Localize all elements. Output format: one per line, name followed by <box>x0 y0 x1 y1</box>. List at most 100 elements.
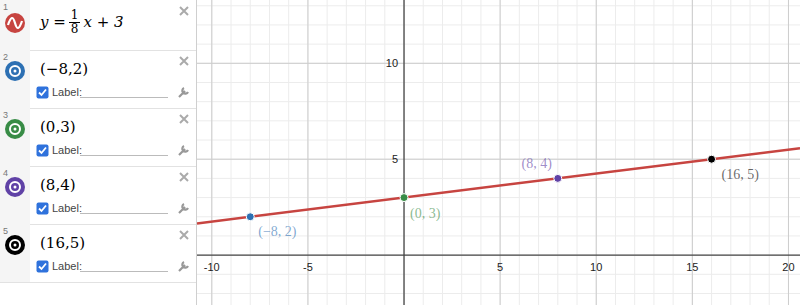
point <box>554 174 562 182</box>
labels: (−8, 2) (0, 3) (8, 4) (16, 5) <box>258 156 759 239</box>
data-layer <box>197 148 800 223</box>
expression-text: (−8,2) <box>40 60 88 78</box>
settings-icon[interactable] <box>177 143 191 157</box>
line <box>197 148 800 223</box>
minor-grid-line <box>346 0 347 305</box>
minor-grid-line <box>577 0 578 305</box>
x-tick-label: 5 <box>497 261 503 273</box>
delete-icon[interactable] <box>178 229 190 241</box>
x-axis <box>197 254 800 255</box>
equation-rhs: x + 3 <box>83 13 123 31</box>
minor-grid-line <box>211 0 212 305</box>
label-input[interactable] <box>80 201 168 214</box>
label-checkbox[interactable] <box>36 202 49 215</box>
label-input[interactable] <box>80 143 168 156</box>
minor-grid-line <box>250 0 251 305</box>
major-grid-line <box>211 0 212 305</box>
minor-grid-line <box>500 0 501 305</box>
x-tick-label: 15 <box>686 261 698 273</box>
minor-grid-line <box>788 0 789 305</box>
expression-row: 2 (−8,2) Label: <box>0 50 196 109</box>
label-checkbox[interactable] <box>36 144 49 157</box>
minor-grid-line <box>653 0 654 305</box>
minor-grid-line <box>692 0 693 305</box>
point-label: (−8, 2) <box>258 224 297 240</box>
minor-grid-line <box>197 178 800 179</box>
minor-grid-line <box>404 0 405 305</box>
point-icon <box>4 118 26 140</box>
minor-grid-line <box>480 0 481 305</box>
minor-grid-line <box>442 0 443 305</box>
settings-icon[interactable] <box>177 85 191 99</box>
label-caption: Label: <box>52 144 82 156</box>
point-label: (16, 5) <box>722 167 760 183</box>
label-caption: Label: <box>52 202 82 214</box>
minor-grid-line <box>384 0 385 305</box>
point-icon <box>4 60 26 82</box>
label-input[interactable] <box>80 85 168 98</box>
x-tick-label: -10 <box>204 261 220 273</box>
equation-lhs: y = <box>40 13 66 31</box>
minor-grid-line <box>557 0 558 305</box>
point-label: (8, 4) <box>521 156 552 172</box>
point <box>246 213 254 221</box>
minor-grid-line <box>423 0 424 305</box>
label-caption: Label: <box>52 86 82 98</box>
major-grid-line <box>596 0 597 305</box>
delete-icon[interactable] <box>178 55 190 67</box>
minor-grid-line <box>711 0 712 305</box>
row-number: 2 <box>3 52 8 62</box>
major-grid-line <box>197 63 800 64</box>
settings-icon[interactable] <box>177 201 191 215</box>
point <box>400 194 408 202</box>
equation: y =18x + 3 <box>40 9 124 36</box>
minor-grid-line <box>307 0 308 305</box>
label-input[interactable] <box>80 259 168 272</box>
point-icon <box>4 176 26 198</box>
minor-grid-line <box>634 0 635 305</box>
minor-grid-line <box>596 0 597 305</box>
x-tick-label: -5 <box>303 261 313 273</box>
row-number: 4 <box>3 168 8 178</box>
minor-grid-line <box>288 0 289 305</box>
minor-grid-line <box>519 0 520 305</box>
minor-grid-line <box>197 197 800 198</box>
expression-text: (16,5) <box>40 234 85 252</box>
expression-panel: 1y =18x + 32 (−8,2) Label: 3 (0,3) Label: 4 (8,… <box>0 0 197 305</box>
row-number: 5 <box>3 226 8 236</box>
row-number: 3 <box>3 110 8 120</box>
delete-icon[interactable] <box>178 5 190 17</box>
label-checkbox[interactable] <box>36 260 49 273</box>
minor-grid-line <box>197 5 800 6</box>
minor-grid-line <box>231 0 232 305</box>
minor-grid-line <box>461 0 462 305</box>
minor-grid-line <box>197 63 800 64</box>
y-axis <box>403 0 404 305</box>
delete-icon[interactable] <box>178 113 190 125</box>
x-tick-label: 20 <box>782 261 794 273</box>
label-caption: Label: <box>52 260 82 272</box>
expression-text: (8,4) <box>40 176 76 194</box>
y-tick-label: 10 <box>386 57 398 69</box>
major-grid-line <box>500 0 501 305</box>
major-grid-line <box>307 0 308 305</box>
grid <box>197 0 800 305</box>
expression-row: 1y =18x + 3 <box>0 0 196 51</box>
minor-grid-line <box>197 255 800 256</box>
minor-grid-line <box>197 24 800 25</box>
fraction: 18 <box>69 9 81 36</box>
expression-text: (0,3) <box>40 118 76 136</box>
settings-icon[interactable] <box>177 259 191 273</box>
point-label: (0, 3) <box>410 206 441 222</box>
minor-grid-line <box>197 120 800 121</box>
minor-grid-line <box>197 216 800 217</box>
minor-grid-line <box>197 293 800 294</box>
label-checkbox[interactable] <box>36 86 49 99</box>
minor-grid-line <box>750 0 751 305</box>
minor-grid-line <box>538 0 539 305</box>
delete-icon[interactable] <box>178 171 190 183</box>
minor-grid-line <box>365 0 366 305</box>
denominator: 8 <box>69 23 81 36</box>
expression-row: 5 (16,5) Label: <box>0 224 196 283</box>
plot-background <box>197 0 800 305</box>
